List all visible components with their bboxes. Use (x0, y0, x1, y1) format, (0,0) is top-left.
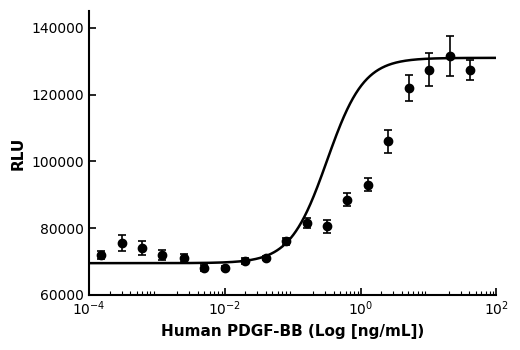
X-axis label: Human PDGF-BB (Log [ng/mL]): Human PDGF-BB (Log [ng/mL]) (161, 324, 424, 339)
Y-axis label: RLU: RLU (11, 136, 26, 170)
